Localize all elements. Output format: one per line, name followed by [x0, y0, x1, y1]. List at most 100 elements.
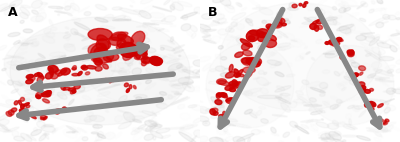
Ellipse shape: [311, 111, 322, 115]
Ellipse shape: [213, 0, 224, 3]
Ellipse shape: [226, 98, 233, 101]
Ellipse shape: [396, 12, 400, 15]
Ellipse shape: [141, 57, 150, 63]
Ellipse shape: [276, 97, 291, 104]
Ellipse shape: [213, 112, 218, 115]
Ellipse shape: [371, 108, 374, 110]
Ellipse shape: [74, 32, 84, 37]
Ellipse shape: [309, 98, 316, 102]
Ellipse shape: [65, 32, 68, 33]
Ellipse shape: [160, 45, 175, 51]
Ellipse shape: [362, 34, 375, 38]
Ellipse shape: [43, 116, 47, 120]
Ellipse shape: [0, 112, 12, 121]
Ellipse shape: [45, 133, 49, 139]
Ellipse shape: [226, 26, 232, 32]
Ellipse shape: [215, 137, 228, 142]
Ellipse shape: [348, 105, 354, 109]
Ellipse shape: [134, 51, 147, 60]
Ellipse shape: [168, 97, 188, 106]
Ellipse shape: [218, 107, 224, 111]
Ellipse shape: [150, 130, 163, 138]
Ellipse shape: [304, 2, 308, 4]
Ellipse shape: [178, 78, 193, 85]
Ellipse shape: [236, 2, 242, 7]
Ellipse shape: [133, 85, 136, 89]
Ellipse shape: [37, 75, 44, 82]
Ellipse shape: [330, 42, 335, 47]
Ellipse shape: [360, 42, 373, 49]
Ellipse shape: [379, 120, 389, 123]
Ellipse shape: [325, 42, 329, 44]
Ellipse shape: [362, 63, 371, 68]
Ellipse shape: [120, 42, 136, 58]
Ellipse shape: [257, 36, 263, 41]
Ellipse shape: [72, 90, 76, 93]
Ellipse shape: [43, 124, 54, 127]
Ellipse shape: [82, 57, 98, 61]
Ellipse shape: [379, 56, 394, 61]
Ellipse shape: [210, 109, 216, 115]
Ellipse shape: [150, 56, 162, 65]
Ellipse shape: [310, 87, 325, 93]
Ellipse shape: [376, 39, 384, 43]
Ellipse shape: [202, 35, 210, 37]
Ellipse shape: [8, 80, 13, 85]
Ellipse shape: [346, 96, 367, 101]
Ellipse shape: [176, 65, 183, 68]
Ellipse shape: [354, 73, 358, 77]
Ellipse shape: [119, 95, 127, 102]
Ellipse shape: [85, 53, 94, 60]
Ellipse shape: [188, 105, 197, 108]
Ellipse shape: [245, 60, 258, 64]
Ellipse shape: [65, 27, 69, 29]
Ellipse shape: [193, 60, 206, 66]
Ellipse shape: [220, 0, 231, 6]
Ellipse shape: [249, 0, 260, 7]
Ellipse shape: [386, 71, 392, 74]
Ellipse shape: [84, 116, 96, 122]
Ellipse shape: [6, 100, 19, 106]
Ellipse shape: [185, 77, 202, 78]
Ellipse shape: [61, 87, 69, 93]
Ellipse shape: [98, 131, 104, 138]
Ellipse shape: [359, 72, 363, 75]
Ellipse shape: [153, 6, 172, 12]
Ellipse shape: [260, 88, 268, 94]
Ellipse shape: [204, 37, 211, 41]
Ellipse shape: [148, 120, 161, 127]
Text: B: B: [208, 6, 218, 19]
Ellipse shape: [253, 78, 259, 79]
Ellipse shape: [261, 37, 273, 43]
Ellipse shape: [164, 55, 185, 59]
Ellipse shape: [351, 31, 364, 34]
Ellipse shape: [267, 60, 281, 65]
Ellipse shape: [302, 43, 305, 45]
Ellipse shape: [0, 124, 8, 131]
Ellipse shape: [211, 97, 222, 106]
Ellipse shape: [343, 140, 346, 142]
Ellipse shape: [245, 19, 252, 23]
Ellipse shape: [2, 95, 10, 102]
Ellipse shape: [189, 138, 193, 140]
Ellipse shape: [375, 69, 382, 74]
Ellipse shape: [369, 17, 387, 26]
Ellipse shape: [250, 38, 262, 40]
Ellipse shape: [91, 132, 98, 134]
Ellipse shape: [321, 119, 324, 120]
Ellipse shape: [306, 119, 313, 123]
Ellipse shape: [321, 138, 334, 142]
Ellipse shape: [128, 44, 137, 49]
Ellipse shape: [26, 107, 34, 113]
Ellipse shape: [347, 50, 354, 55]
Ellipse shape: [276, 43, 290, 48]
Ellipse shape: [52, 128, 58, 133]
Ellipse shape: [23, 29, 33, 33]
Ellipse shape: [225, 68, 228, 69]
Ellipse shape: [37, 116, 43, 120]
Ellipse shape: [130, 115, 134, 117]
Ellipse shape: [61, 68, 70, 75]
Ellipse shape: [384, 107, 390, 113]
Ellipse shape: [42, 36, 55, 43]
Ellipse shape: [243, 88, 262, 94]
